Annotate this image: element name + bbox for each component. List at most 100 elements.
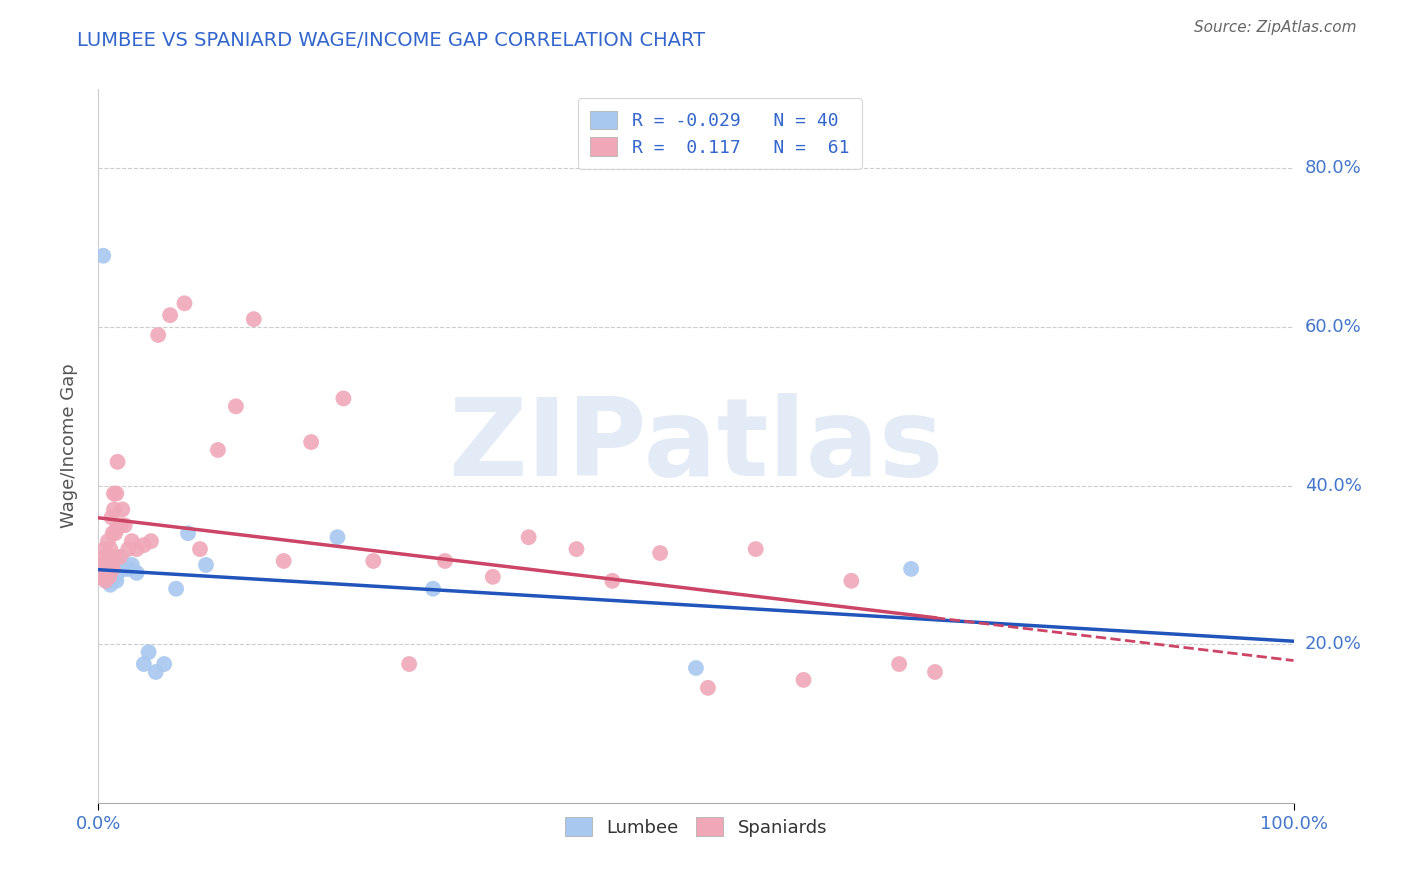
Point: [100, 558, 122, 572]
Point: [697, 681, 720, 695]
Point: [117, 562, 139, 576]
Point: [93, 542, 115, 557]
Point: [326, 530, 349, 544]
Y-axis label: Wage/Income Gap: Wage/Income Gap: [59, 364, 77, 528]
Point: [243, 312, 266, 326]
Point: [602, 574, 624, 588]
Point: [117, 542, 139, 557]
Point: [97, 566, 120, 580]
Point: [111, 562, 134, 576]
Point: [900, 562, 922, 576]
Point: [90, 566, 112, 580]
Point: [107, 566, 129, 580]
Point: [153, 657, 176, 671]
Point: [101, 566, 124, 580]
Point: [90, 570, 112, 584]
Point: [105, 562, 128, 576]
Point: [96, 554, 118, 568]
Point: [108, 549, 131, 564]
Point: [97, 574, 120, 588]
Point: [148, 328, 170, 343]
Point: [98, 570, 122, 584]
Point: [745, 542, 768, 557]
Point: [94, 558, 117, 572]
Point: [93, 562, 115, 576]
Point: [91, 570, 114, 584]
Point: [125, 566, 148, 580]
Point: [96, 570, 118, 584]
Point: [173, 296, 195, 310]
Point: [101, 562, 124, 576]
Point: [101, 558, 124, 572]
Point: [89, 570, 111, 584]
Point: [104, 549, 127, 564]
Point: [434, 554, 457, 568]
Point: [101, 526, 124, 541]
Point: [841, 574, 863, 588]
Point: [648, 546, 672, 560]
Point: [100, 549, 122, 564]
Point: [108, 558, 131, 572]
Point: [299, 435, 322, 450]
Point: [110, 518, 132, 533]
Text: ZIPatlas: ZIPatlas: [449, 393, 943, 499]
Point: [422, 582, 444, 596]
Point: [104, 526, 127, 541]
Point: [107, 455, 129, 469]
Point: [94, 549, 117, 564]
Point: [98, 562, 122, 576]
Point: [96, 570, 118, 584]
Point: [96, 554, 118, 568]
Point: [165, 582, 187, 596]
Point: [332, 392, 354, 406]
Point: [889, 657, 911, 671]
Point: [98, 542, 122, 557]
Point: [125, 542, 148, 557]
Point: [103, 502, 125, 516]
Point: [188, 542, 211, 557]
Point: [363, 554, 385, 568]
Point: [105, 486, 128, 500]
Text: 40.0%: 40.0%: [1305, 476, 1361, 495]
Text: Source: ZipAtlas.com: Source: ZipAtlas.com: [1194, 20, 1357, 35]
Point: [207, 442, 229, 457]
Point: [159, 308, 181, 322]
Point: [91, 562, 114, 576]
Point: [100, 510, 122, 524]
Point: [103, 570, 125, 584]
Point: [105, 574, 128, 588]
Point: [273, 554, 295, 568]
Text: LUMBEE VS SPANIARD WAGE/INCOME GAP CORRELATION CHART: LUMBEE VS SPANIARD WAGE/INCOME GAP CORRE…: [77, 31, 706, 50]
Point: [225, 400, 247, 414]
Point: [98, 570, 121, 584]
Point: [100, 566, 122, 580]
Text: 80.0%: 80.0%: [1305, 160, 1361, 178]
Point: [91, 558, 114, 572]
Point: [94, 574, 117, 588]
Point: [98, 570, 121, 584]
Point: [110, 549, 132, 564]
Legend: Lumbee, Spaniards: Lumbee, Spaniards: [557, 810, 835, 844]
Point: [398, 657, 420, 671]
Point: [97, 566, 120, 580]
Point: [177, 526, 200, 541]
Point: [481, 570, 505, 584]
Point: [132, 657, 155, 671]
Point: [103, 486, 125, 500]
Point: [94, 570, 117, 584]
Point: [138, 645, 160, 659]
Point: [145, 665, 167, 679]
Point: [91, 249, 114, 263]
Point: [111, 502, 134, 516]
Point: [114, 518, 136, 533]
Point: [93, 570, 115, 584]
Point: [98, 566, 121, 580]
Point: [517, 530, 540, 544]
Point: [97, 534, 120, 549]
Point: [139, 534, 162, 549]
Point: [685, 661, 707, 675]
Point: [105, 522, 128, 536]
Point: [132, 538, 155, 552]
Point: [924, 665, 946, 679]
Point: [121, 558, 143, 572]
